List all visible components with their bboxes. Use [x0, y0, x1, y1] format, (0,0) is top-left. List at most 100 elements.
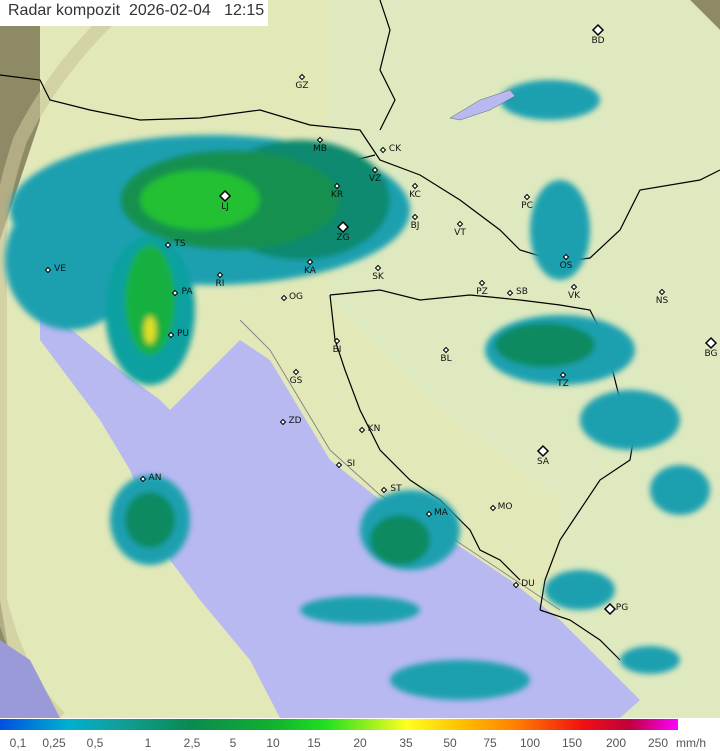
city-marker-og: [280, 294, 288, 302]
city-marker-ts: [164, 241, 172, 249]
city-label-bd: BD: [591, 36, 605, 46]
city-label-bj: BJ: [410, 220, 420, 231]
city-label-du: DU: [521, 579, 535, 589]
legend-tick: 15: [307, 736, 321, 750]
city-label-ve: VE: [54, 264, 66, 274]
city-label-ck: CK: [388, 144, 402, 154]
city-marker-kn: [358, 426, 366, 434]
city-marker-mo: [489, 504, 497, 512]
city-marker-ka: [306, 258, 314, 266]
city-label-kc: KC: [409, 189, 421, 200]
city-label-pg: PG: [615, 603, 629, 613]
map-title: Radar kompozit 2026-02-04 12:15: [0, 0, 268, 26]
city-marker-an: [139, 475, 147, 483]
lake-balaton: [449, 89, 516, 121]
city-marker-kr: [333, 182, 341, 190]
legend-tick: 200: [605, 736, 627, 750]
city-marker-pa: [171, 289, 179, 297]
city-label-tz: TZ: [557, 378, 569, 389]
city-label-pa: PA: [181, 287, 193, 297]
city-markers: [44, 23, 718, 616]
city-marker-ck: [379, 146, 387, 154]
legend-tick: 35: [399, 736, 413, 750]
city-marker-lj: [218, 189, 232, 203]
city-marker-gs: [292, 368, 300, 376]
legend-tick: 50: [443, 736, 457, 750]
city-marker-kc: [411, 182, 419, 190]
city-label-kr: KR: [330, 189, 344, 200]
legend-tick: 5: [229, 736, 237, 750]
city-label-ma: MA: [434, 508, 448, 518]
dalmatian-coast: [239, 319, 561, 611]
city-marker-os: [562, 253, 570, 261]
city-label-vt: VT: [454, 227, 466, 238]
city-marker-bg: [704, 336, 718, 350]
legend-tick: 1: [144, 736, 152, 750]
city-marker-zd: [279, 418, 287, 426]
legend-tick: 0,25: [42, 736, 66, 750]
legend-tick: 0,5: [86, 736, 104, 750]
city-marker-pg: [603, 602, 617, 616]
city-label-pz: PZ: [476, 286, 488, 297]
city-marker-mb: [316, 136, 324, 144]
city-label-gs: GS: [289, 375, 303, 386]
city-label-lj: LJ: [221, 202, 229, 212]
city-marker-si: [335, 461, 343, 469]
city-marker-sb: [506, 289, 514, 297]
city-label-sb: SB: [516, 287, 528, 297]
legend-tick: 20: [353, 736, 367, 750]
tyrrhenian-sea: [0, 640, 60, 718]
adriatic-sea: [40, 300, 640, 718]
title-label: Radar kompozit: [8, 2, 121, 19]
city-label-sk: SK: [372, 271, 384, 282]
city-marker-vk: [570, 283, 578, 291]
city-label-bl: BL: [440, 353, 452, 364]
city-label-ka: KA: [304, 265, 316, 276]
city-label-ri: RI: [215, 278, 225, 289]
city-label-zg: ZG: [336, 233, 350, 243]
city-marker-vt: [456, 220, 464, 228]
city-label-st: ST: [390, 484, 402, 494]
city-marker-st: [380, 486, 388, 494]
city-marker-tz: [559, 371, 567, 379]
city-marker-ma: [425, 510, 433, 518]
city-marker-bd: [591, 23, 605, 37]
legend-tick: 2,5: [183, 736, 201, 750]
legend-tick: 150: [561, 736, 583, 750]
precipitation-layer: [5, 80, 710, 700]
city-marker-du: [512, 581, 520, 589]
legend-tick: 0,1: [9, 736, 27, 750]
city-marker-bi: [333, 337, 341, 345]
city-label-vz: VZ: [368, 173, 382, 184]
city-marker-sk: [374, 264, 382, 272]
city-marker-bl: [442, 346, 450, 354]
city-marker-pu: [167, 331, 175, 339]
city-label-mo: MO: [497, 502, 513, 512]
city-label-an: AN: [148, 473, 162, 483]
legend-tick: 250: [647, 736, 669, 750]
city-label-sa: SA: [536, 457, 550, 467]
city-marker-ns: [658, 288, 666, 296]
city-marker-vz: [371, 166, 379, 174]
legend-color-bar: [0, 719, 678, 730]
city-label-og: OG: [288, 292, 304, 302]
city-label-ns: NS: [655, 295, 669, 306]
legend-unit: mm/h: [676, 736, 706, 750]
city-marker-zg: [336, 220, 350, 234]
city-marker-pc: [523, 193, 531, 201]
city-label-gz: GZ: [295, 80, 309, 91]
city-label-si: SI: [346, 459, 356, 469]
city-marker-pz: [478, 279, 486, 287]
city-label-os: OS: [559, 260, 573, 271]
radar-map: [0, 0, 720, 718]
city-marker-sa: [536, 444, 550, 458]
city-marker-ri: [216, 271, 224, 279]
legend-tick: 100: [519, 736, 541, 750]
title-time: 12:15: [224, 2, 265, 19]
city-label-pc: PC: [521, 200, 533, 211]
city-label-zd: ZD: [288, 416, 302, 426]
city-marker-gz: [298, 73, 306, 81]
legend-tick: 75: [483, 736, 497, 750]
city-label-bg: BG: [704, 349, 718, 359]
legend-tick: 10: [266, 736, 280, 750]
